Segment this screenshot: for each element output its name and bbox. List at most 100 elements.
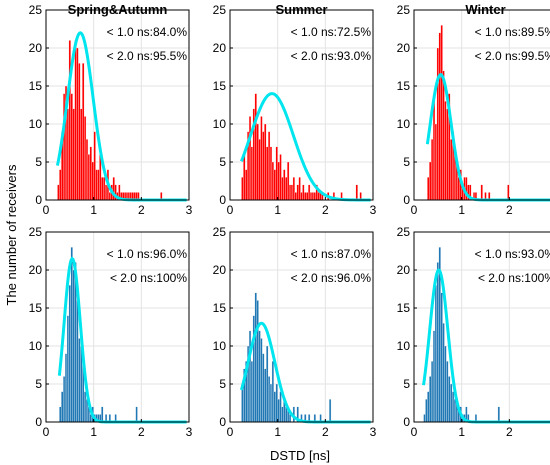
y-tick-label: 15 bbox=[213, 301, 227, 315]
histogram-bar bbox=[451, 391, 455, 423]
histogram-bar bbox=[256, 123, 259, 201]
y-tick-label: 25 bbox=[213, 225, 227, 239]
x-tick-label: 1 bbox=[90, 425, 97, 439]
histogram-bar bbox=[266, 345, 269, 423]
histogram-bar bbox=[254, 93, 257, 201]
x-tick-label: 3 bbox=[186, 203, 193, 217]
y-tick-label: 25 bbox=[397, 225, 411, 239]
histogram-bar bbox=[93, 131, 96, 201]
histogram-bar bbox=[83, 116, 87, 201]
histogram-bar bbox=[446, 361, 449, 423]
histogram-bar bbox=[328, 399, 332, 423]
figure-xlabel: DSTD [ns] bbox=[270, 448, 330, 463]
histogram-bar bbox=[442, 70, 445, 201]
histogram-bar bbox=[80, 108, 83, 201]
histogram-bar bbox=[285, 177, 288, 201]
x-tick-label: 0 bbox=[227, 203, 234, 217]
x-tick-label: 1 bbox=[274, 203, 281, 217]
histogram-bar bbox=[446, 108, 449, 201]
histogram-bar bbox=[59, 169, 62, 201]
histogram-bar bbox=[436, 262, 439, 423]
histogram-bar bbox=[74, 40, 77, 201]
y-tick-label: 15 bbox=[213, 79, 227, 93]
y-tick-label: 10 bbox=[213, 117, 227, 131]
y-tick-label: 15 bbox=[29, 301, 43, 315]
histogram-bar bbox=[135, 406, 138, 423]
histogram-bar bbox=[427, 391, 430, 423]
histogram-bar bbox=[313, 192, 316, 201]
stat-annotation: < 1.0 ns:72.5% bbox=[291, 25, 372, 39]
histogram-bar bbox=[63, 376, 66, 423]
histogram-bar bbox=[450, 139, 453, 201]
y-tick-label: 15 bbox=[397, 301, 411, 315]
histogram-bar bbox=[287, 161, 290, 201]
histogram-bar bbox=[277, 399, 280, 423]
x-tick-label: 2 bbox=[322, 425, 329, 439]
histogram-bar bbox=[275, 146, 278, 201]
histogram-bar bbox=[271, 161, 275, 201]
y-tick-label: 5 bbox=[219, 377, 226, 391]
histogram-bar bbox=[269, 383, 273, 423]
histogram-bar bbox=[440, 292, 443, 423]
histogram-bar bbox=[309, 192, 313, 201]
histogram-bar bbox=[104, 184, 108, 201]
histogram-bar bbox=[87, 154, 91, 201]
y-tick-label: 25 bbox=[29, 3, 43, 17]
histogram-bar bbox=[76, 47, 79, 201]
x-tick-label: 2 bbox=[506, 203, 513, 217]
histogram-bar bbox=[429, 161, 432, 201]
y-tick-label: 0 bbox=[35, 193, 42, 207]
histogram-bar bbox=[76, 300, 79, 423]
y-tick-label: 25 bbox=[213, 3, 227, 17]
y-tick-label: 20 bbox=[213, 263, 227, 277]
x-tick-label: 3 bbox=[186, 425, 193, 439]
histogram-bar bbox=[271, 361, 275, 423]
axes-frame bbox=[229, 231, 374, 423]
x-tick-label: 3 bbox=[370, 203, 377, 217]
histogram-bar bbox=[279, 391, 282, 423]
histogram-bar bbox=[264, 368, 267, 423]
stat-annotation: < 1.0 ns:89.5% bbox=[475, 25, 550, 39]
histogram-bar bbox=[480, 184, 483, 201]
histogram-bar bbox=[59, 406, 62, 423]
x-tick-label: 1 bbox=[458, 425, 465, 439]
y-tick-label: 5 bbox=[35, 377, 42, 391]
histogram-bar bbox=[78, 338, 81, 423]
y-tick-label: 10 bbox=[29, 339, 43, 353]
histogram-bar bbox=[431, 139, 434, 201]
panel-4: 0 1 2 3 0 5 10 15 20 25 < 1.0 ns:96.0% < 2.0 ns:100… bbox=[29, 225, 193, 439]
x-tick-label: 2 bbox=[138, 203, 145, 217]
histogram-bar bbox=[85, 139, 89, 201]
stat-annotation: < 2.0 ns:93.0% bbox=[291, 49, 372, 63]
histogram-bar bbox=[288, 184, 292, 201]
axes-frame bbox=[413, 9, 550, 201]
histogram-bar bbox=[250, 146, 254, 201]
histogram-bar bbox=[78, 63, 81, 201]
histogram-bar bbox=[97, 169, 100, 201]
histogram-bar bbox=[101, 406, 104, 423]
x-tick-label: 1 bbox=[90, 203, 97, 217]
histogram-bar bbox=[254, 292, 257, 423]
histogram-bar bbox=[103, 177, 106, 201]
histogram-bar bbox=[432, 330, 436, 423]
histogram-bar bbox=[429, 376, 432, 423]
histogram-bar bbox=[281, 406, 284, 423]
histogram-bar bbox=[440, 25, 443, 201]
histogram-bar bbox=[302, 184, 305, 201]
histogram-bar bbox=[258, 139, 261, 201]
histogram-bar bbox=[434, 285, 438, 423]
histogram-bar bbox=[448, 376, 451, 423]
histogram-bar bbox=[317, 192, 320, 201]
histogram-bar bbox=[355, 184, 358, 201]
histogram-bar bbox=[423, 414, 426, 423]
y-tick-label: 5 bbox=[219, 155, 226, 169]
axes-frame bbox=[45, 9, 190, 201]
histogram-bar bbox=[308, 184, 311, 201]
histogram-bar bbox=[442, 323, 445, 423]
y-tick-label: 5 bbox=[35, 155, 42, 169]
histogram-bar bbox=[304, 192, 307, 201]
y-tick-label: 5 bbox=[403, 377, 410, 391]
histogram-bar bbox=[260, 116, 263, 201]
